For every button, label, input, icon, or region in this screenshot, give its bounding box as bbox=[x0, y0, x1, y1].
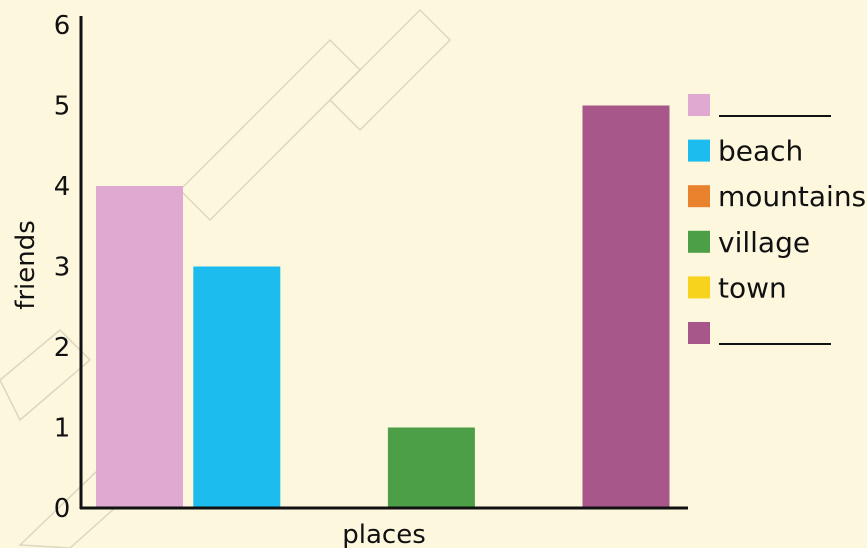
y-tick-label: 1 bbox=[54, 414, 71, 444]
legend-swatch bbox=[688, 94, 710, 116]
y-tick-label: 4 bbox=[54, 172, 71, 202]
legend-swatch bbox=[688, 185, 710, 208]
legend-swatch bbox=[688, 230, 710, 253]
y-axis-title: friends bbox=[11, 220, 41, 310]
legend-swatch bbox=[688, 276, 710, 299]
bar-beach bbox=[193, 266, 281, 508]
bars bbox=[96, 105, 670, 508]
legend-label: mountains bbox=[718, 180, 866, 213]
legend-swatch bbox=[688, 322, 710, 344]
y-tick-label: 2 bbox=[54, 333, 71, 363]
legend-label: village bbox=[718, 226, 810, 259]
x-axis-title: places bbox=[342, 520, 426, 548]
legend: beach mountains village town bbox=[688, 94, 866, 345]
y-tick-label: 5 bbox=[54, 92, 71, 122]
y-tick-label: 3 bbox=[54, 253, 71, 283]
y-tick-labels: 0 1 2 3 4 5 6 bbox=[54, 11, 71, 524]
legend-swatch bbox=[688, 139, 710, 162]
bar-unlabeled-1 bbox=[96, 186, 183, 508]
y-tick-label: 0 bbox=[54, 494, 71, 524]
legend-label: beach bbox=[718, 135, 803, 168]
bar-unlabeled-6 bbox=[582, 105, 670, 508]
bar-village bbox=[387, 427, 475, 508]
legend-label: town bbox=[718, 271, 787, 304]
y-tick-label: 6 bbox=[54, 11, 71, 41]
